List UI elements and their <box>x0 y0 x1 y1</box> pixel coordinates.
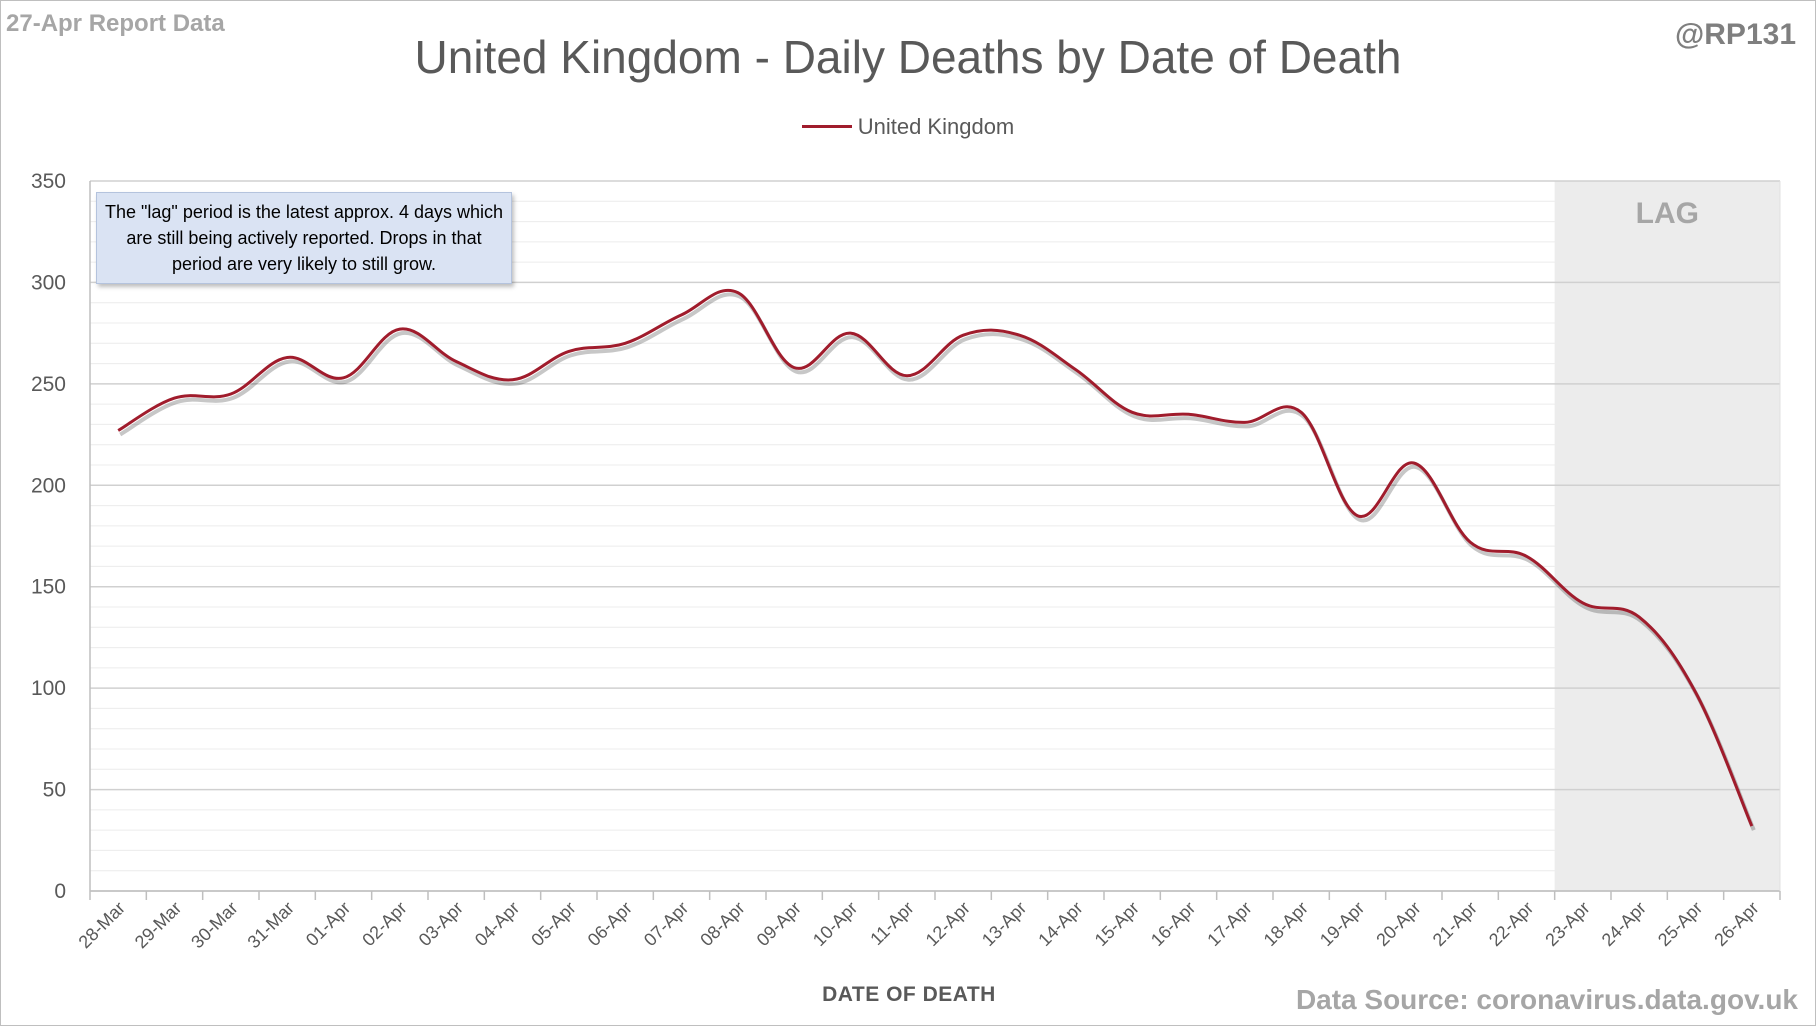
data-point-13-Apr <box>1018 333 1022 337</box>
x-tick-label: 14-Apr <box>1034 898 1086 950</box>
data-point-23-Apr <box>1581 601 1585 605</box>
x-tick-label: 31-Mar <box>244 898 298 952</box>
x-tick-label: 17-Apr <box>1203 898 1255 950</box>
legend-swatch <box>801 124 852 128</box>
data-point-05-Apr <box>567 349 571 353</box>
data-point-21-Apr <box>1468 540 1472 544</box>
x-tick-label: 12-Apr <box>922 898 974 950</box>
x-tick-label: 18-Apr <box>1260 898 1312 950</box>
x-tick-label: 08-Apr <box>696 898 748 950</box>
y-tick-label: 50 <box>43 779 66 802</box>
x-tick-label: 05-Apr <box>527 898 579 950</box>
x-tick-label: 15-Apr <box>1091 898 1143 950</box>
x-tick-label: 06-Apr <box>584 898 636 950</box>
x-tick-label: 30-Mar <box>187 898 241 952</box>
x-tick-label: 21-Apr <box>1429 898 1481 950</box>
data-point-06-Apr <box>623 341 627 345</box>
data-point-08-Apr <box>736 291 740 295</box>
x-tick-label: 24-Apr <box>1598 898 1650 950</box>
x-tick-label: 25-Apr <box>1654 898 1706 950</box>
data-point-07-Apr <box>680 313 684 317</box>
x-tick-label: 11-Apr <box>866 898 917 949</box>
author-handle: @RP131 <box>1675 18 1796 51</box>
data-source: Data Source: coronavirus.data.gov.uk <box>1295 984 1798 1015</box>
data-point-09-Apr <box>792 366 796 370</box>
lag-label: LAG <box>1636 197 1699 230</box>
data-point-04-Apr <box>511 378 515 382</box>
data-point-20-Apr <box>1412 461 1416 465</box>
data-point-03-Apr <box>454 360 458 364</box>
chart-title: United Kingdom - Daily Deaths by Date of… <box>414 31 1402 83</box>
data-point-02-Apr <box>398 327 402 331</box>
data-point-22-Apr <box>1525 554 1529 558</box>
y-tick-label: 200 <box>31 474 66 497</box>
x-tick-label: 29-Mar <box>131 898 185 952</box>
series-line-shadow <box>119 292 1756 831</box>
y-tick-label: 0 <box>54 880 66 903</box>
x-tick-label: 13-Apr <box>978 898 1030 950</box>
data-point-12-Apr <box>961 333 965 337</box>
y-tick-label: 250 <box>31 373 66 396</box>
x-tick-label: 28-Mar <box>75 898 129 952</box>
data-point-17-Apr <box>1243 420 1247 424</box>
legend-label: United Kingdom <box>857 114 1015 139</box>
report-date-label: 27-Apr Report Data <box>6 10 225 37</box>
y-tick-label: 100 <box>31 677 66 700</box>
data-point-15-Apr <box>1130 410 1134 414</box>
x-tick-label: 23-Apr <box>1541 898 1593 950</box>
x-tick-label: 07-Apr <box>640 898 692 950</box>
lag-note: The "lag" period is the latest approx. 4… <box>96 192 512 284</box>
x-tick-label: 04-Apr <box>471 898 523 950</box>
y-tick-label: 150 <box>31 576 66 599</box>
data-point-16-Apr <box>1187 412 1191 416</box>
x-tick-label: 19-Apr <box>1316 898 1368 950</box>
data-point-10-Apr <box>849 331 853 335</box>
data-point-25-Apr <box>1694 690 1698 694</box>
series-line-united-kingdom <box>117 289 1754 827</box>
data-point-30-Mar <box>229 392 233 396</box>
data-point-24-Apr <box>1637 615 1641 619</box>
x-tick-label: 20-Apr <box>1372 898 1424 950</box>
x-tick-label: 22-Apr <box>1485 898 1537 950</box>
lag-region <box>1554 181 1780 891</box>
data-point-01-Apr <box>342 376 346 380</box>
data-point-26-Apr <box>1750 824 1754 828</box>
x-tick-label: 01-Apr <box>302 898 354 950</box>
x-tick-label: 03-Apr <box>415 898 467 950</box>
x-axis-title: DATE OF DEATH <box>822 983 996 1006</box>
data-point-29-Mar <box>173 396 177 400</box>
data-point-31-Mar <box>285 355 289 359</box>
x-tick-label: 16-Apr <box>1147 898 1199 950</box>
data-point-19-Apr <box>1356 514 1360 518</box>
x-tick-label: 09-Apr <box>753 898 805 950</box>
x-tick-label: 10-Apr <box>809 898 861 950</box>
legend: United Kingdom <box>0 114 1816 140</box>
data-point-18-Apr <box>1299 410 1303 414</box>
y-tick-label: 350 <box>31 170 66 193</box>
x-tick-label: 26-Apr <box>1710 898 1762 950</box>
data-point-11-Apr <box>905 374 909 378</box>
data-point-28-Mar <box>116 429 120 433</box>
data-point-14-Apr <box>1074 368 1078 372</box>
x-tick-label: 02-Apr <box>358 898 410 950</box>
y-tick-label: 300 <box>31 271 66 294</box>
